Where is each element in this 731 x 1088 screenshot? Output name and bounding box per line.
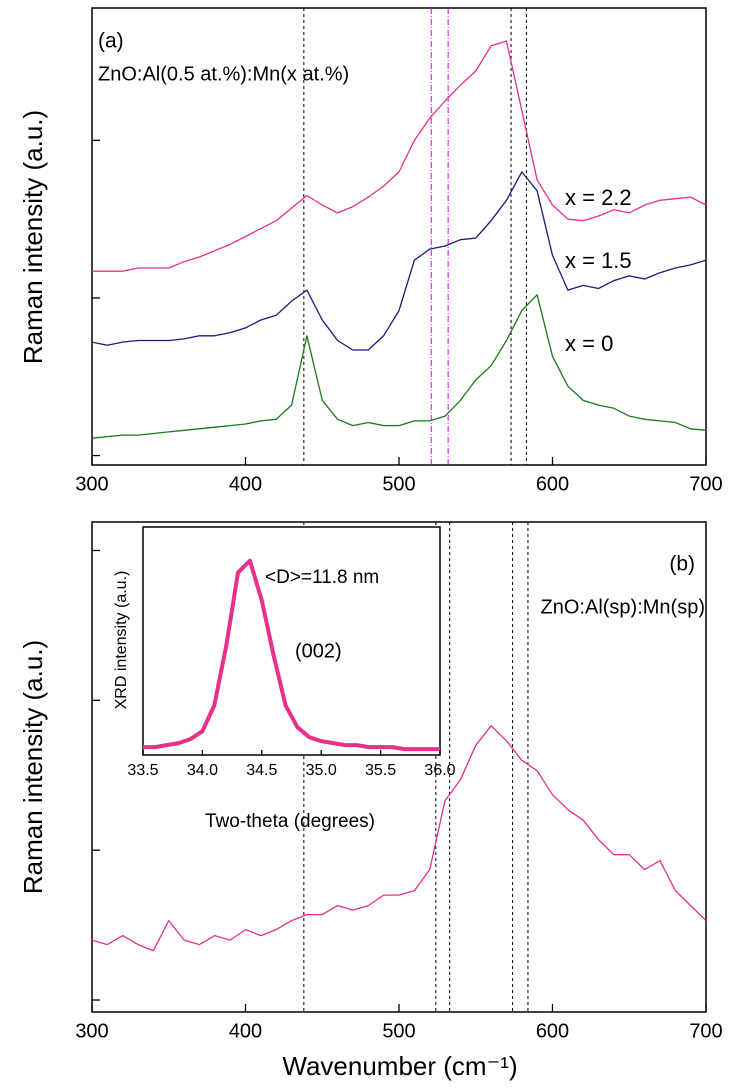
spectrum-line — [91, 294, 707, 439]
x-tick-label: 400 — [229, 473, 262, 495]
x-tick-label: 300 — [75, 473, 108, 495]
title: ZnO:Al(0.5 at.%):Mn(x at.%) — [98, 63, 349, 85]
plot-frame — [91, 7, 707, 466]
peak-label: (002) — [295, 640, 342, 662]
spectrum-line — [92, 40, 707, 272]
spectrum-line — [91, 171, 707, 351]
x-tick-label: 500 — [382, 1020, 415, 1042]
x-tick-label: 500 — [382, 473, 415, 495]
series-label: x = 2.2 — [565, 185, 632, 210]
x-tick-label: 35.5 — [365, 762, 396, 779]
x-tick-label: 36.0 — [424, 762, 455, 779]
x-tick-label: 35.0 — [306, 762, 337, 779]
x-tick-label: 300 — [75, 1020, 108, 1042]
series-label: x = 0 — [565, 331, 613, 356]
spectrum-line — [91, 725, 707, 952]
x-tick-label: 34.0 — [187, 762, 218, 779]
series-label: x = 1.5 — [565, 248, 632, 273]
y-label: Raman intensity (a.u.) — [18, 640, 48, 894]
x-tick-label: 600 — [536, 473, 569, 495]
x-tick-label: 33.5 — [127, 762, 158, 779]
panel-label: (a) — [98, 30, 124, 53]
panel-label: (b) — [669, 553, 695, 576]
x-tick-label: 34.5 — [246, 762, 277, 779]
plot-frame — [142, 526, 441, 756]
y-label: XRD intensity (a.u.) — [113, 571, 130, 710]
spectrum-line — [143, 558, 440, 752]
x-tick-label: 700 — [689, 473, 722, 495]
x-tick-label: 700 — [689, 1020, 722, 1042]
annotation: <D>=11.8 nm — [265, 567, 379, 588]
x-label: Wavenumber (cm⁻¹) — [282, 1051, 517, 1081]
y-label: Raman intensity (a.u.) — [18, 110, 48, 364]
x-tick-label: 400 — [229, 1020, 262, 1042]
x-label: Two-theta (degrees) — [205, 811, 375, 832]
x-tick-label: 600 — [536, 1020, 569, 1042]
title: ZnO:Al(sp):Mn(sp) — [541, 596, 705, 618]
